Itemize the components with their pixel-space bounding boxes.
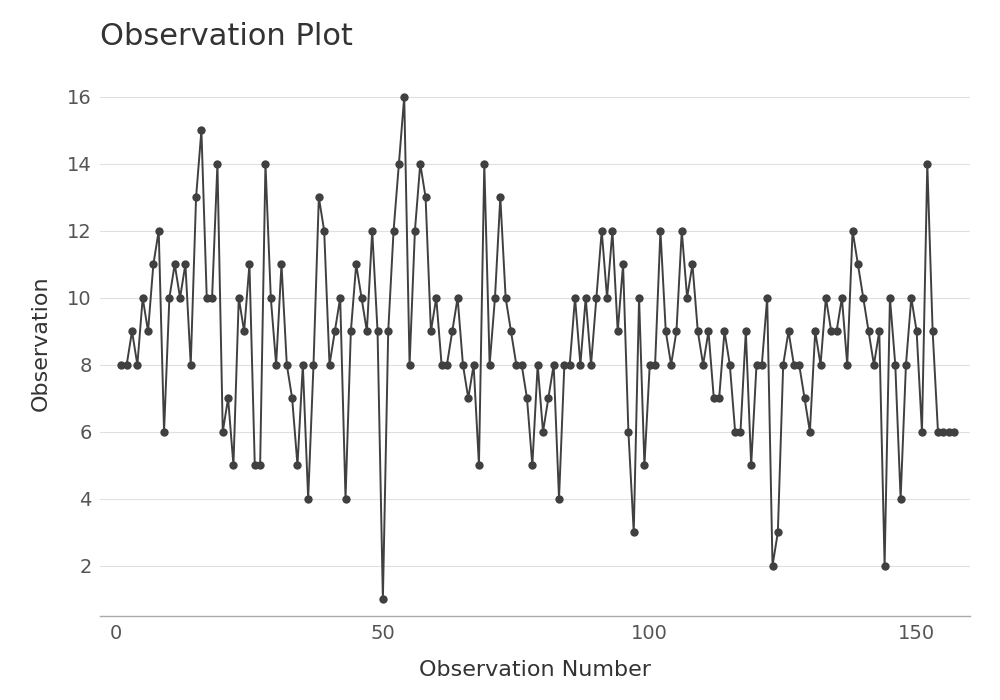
Y-axis label: Observation: Observation [30, 275, 50, 411]
Text: Observation Plot: Observation Plot [100, 22, 353, 51]
X-axis label: Observation Number: Observation Number [419, 660, 651, 680]
